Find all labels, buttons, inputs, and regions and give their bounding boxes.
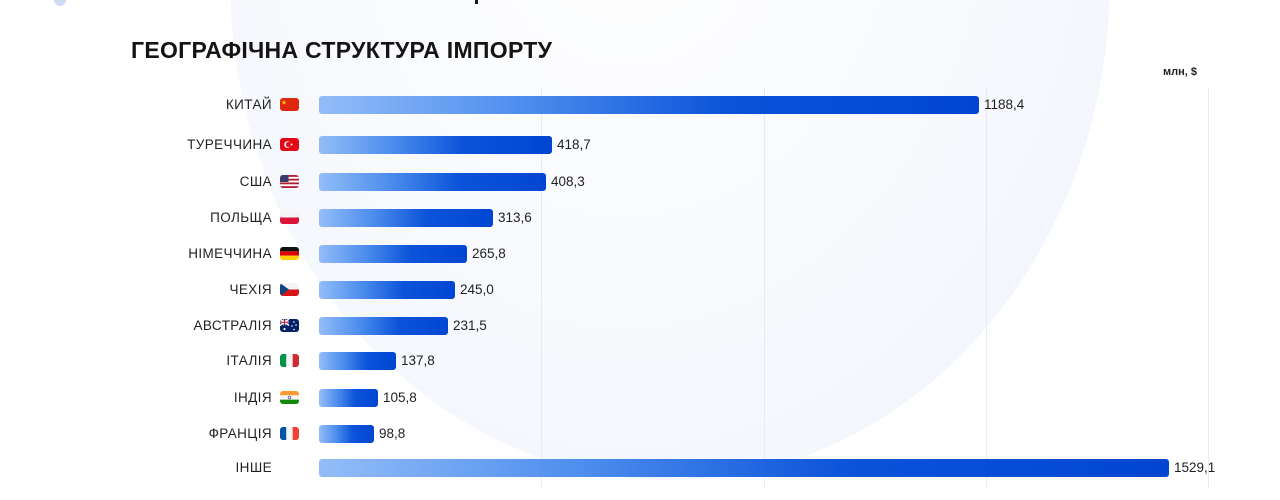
bar [319, 317, 448, 335]
chart-row: ІТАЛІЯ 137,8 [0, 350, 1280, 372]
bar [319, 459, 1169, 477]
chart-row: ПОЛЬЩА 313,6 [0, 207, 1280, 229]
value-label: 408,3 [551, 174, 585, 189]
logo-fragment [54, 0, 66, 6]
italy-flag [280, 354, 299, 367]
bar [319, 173, 546, 191]
unit-label: млн, $ [1163, 66, 1197, 78]
chart-row: ТУРЕЧЧИНА 418,7 [0, 134, 1280, 156]
chart-row: ФРАНЦІЯ 98,8 [0, 423, 1280, 445]
category-label: КИТАЙ [225, 97, 272, 112]
category-label: ФРАНЦІЯ [208, 426, 272, 441]
chart-row: ІНШЕ 1529,1 [0, 457, 1280, 479]
bar [319, 281, 455, 299]
usa-flag [280, 175, 299, 188]
bar [319, 389, 378, 407]
gridline [541, 88, 542, 488]
chart-row: ІНДІЯ 105,8 [0, 387, 1280, 409]
category-label: ПОЛЬЩА [210, 210, 272, 225]
category-label: ІНДІЯ [233, 390, 272, 405]
chart-row: АВСТРАЛІЯ 231,5 [0, 315, 1280, 337]
gridline [1208, 88, 1209, 488]
france-flag [280, 427, 299, 440]
chart-row: США 408,3 [0, 171, 1280, 193]
australia-flag [280, 319, 299, 332]
bar [319, 425, 374, 443]
value-label: 313,6 [498, 210, 532, 225]
germany-flag [280, 247, 299, 260]
value-label: 265,8 [472, 246, 506, 261]
value-label: 1529,1 [1174, 460, 1216, 475]
category-label: ЧЕХІЯ [229, 282, 272, 297]
value-label: 418,7 [557, 137, 591, 152]
category-label: США [239, 174, 272, 189]
value-label: 105,8 [383, 390, 417, 405]
chart-row: ЧЕХІЯ 245,0 [0, 279, 1280, 301]
poland-flag [280, 211, 299, 224]
category-label: ІНШЕ [235, 460, 272, 475]
bar [319, 209, 493, 227]
chart-title: ГЕОГРАФІЧНА СТРУКТУРА ІМПОРТУ [131, 37, 553, 63]
czechia-flag [280, 283, 299, 296]
chart-row: НІМЕЧЧИНА 265,8 [0, 243, 1280, 265]
india-flag [280, 391, 299, 404]
bar [319, 96, 979, 114]
category-label: АВСТРАЛІЯ [193, 318, 272, 333]
value-label: 137,8 [401, 353, 435, 368]
category-label: НІМЕЧЧИНА [188, 246, 272, 261]
china-flag [280, 98, 299, 111]
value-label: 231,5 [453, 318, 487, 333]
bar [319, 136, 552, 154]
turkey-flag [280, 138, 299, 151]
gridline [764, 88, 765, 488]
bar [319, 245, 467, 263]
category-label: ІТАЛІЯ [226, 353, 272, 368]
bar [319, 352, 396, 370]
header-fragment [475, 0, 478, 4]
value-label: 98,8 [379, 426, 406, 441]
gridline [986, 88, 987, 488]
value-label: 1188,4 [984, 97, 1025, 112]
value-label: 245,0 [460, 282, 494, 297]
category-label: ТУРЕЧЧИНА [187, 137, 272, 152]
chart-row: КИТАЙ 1188,4 [0, 94, 1280, 116]
